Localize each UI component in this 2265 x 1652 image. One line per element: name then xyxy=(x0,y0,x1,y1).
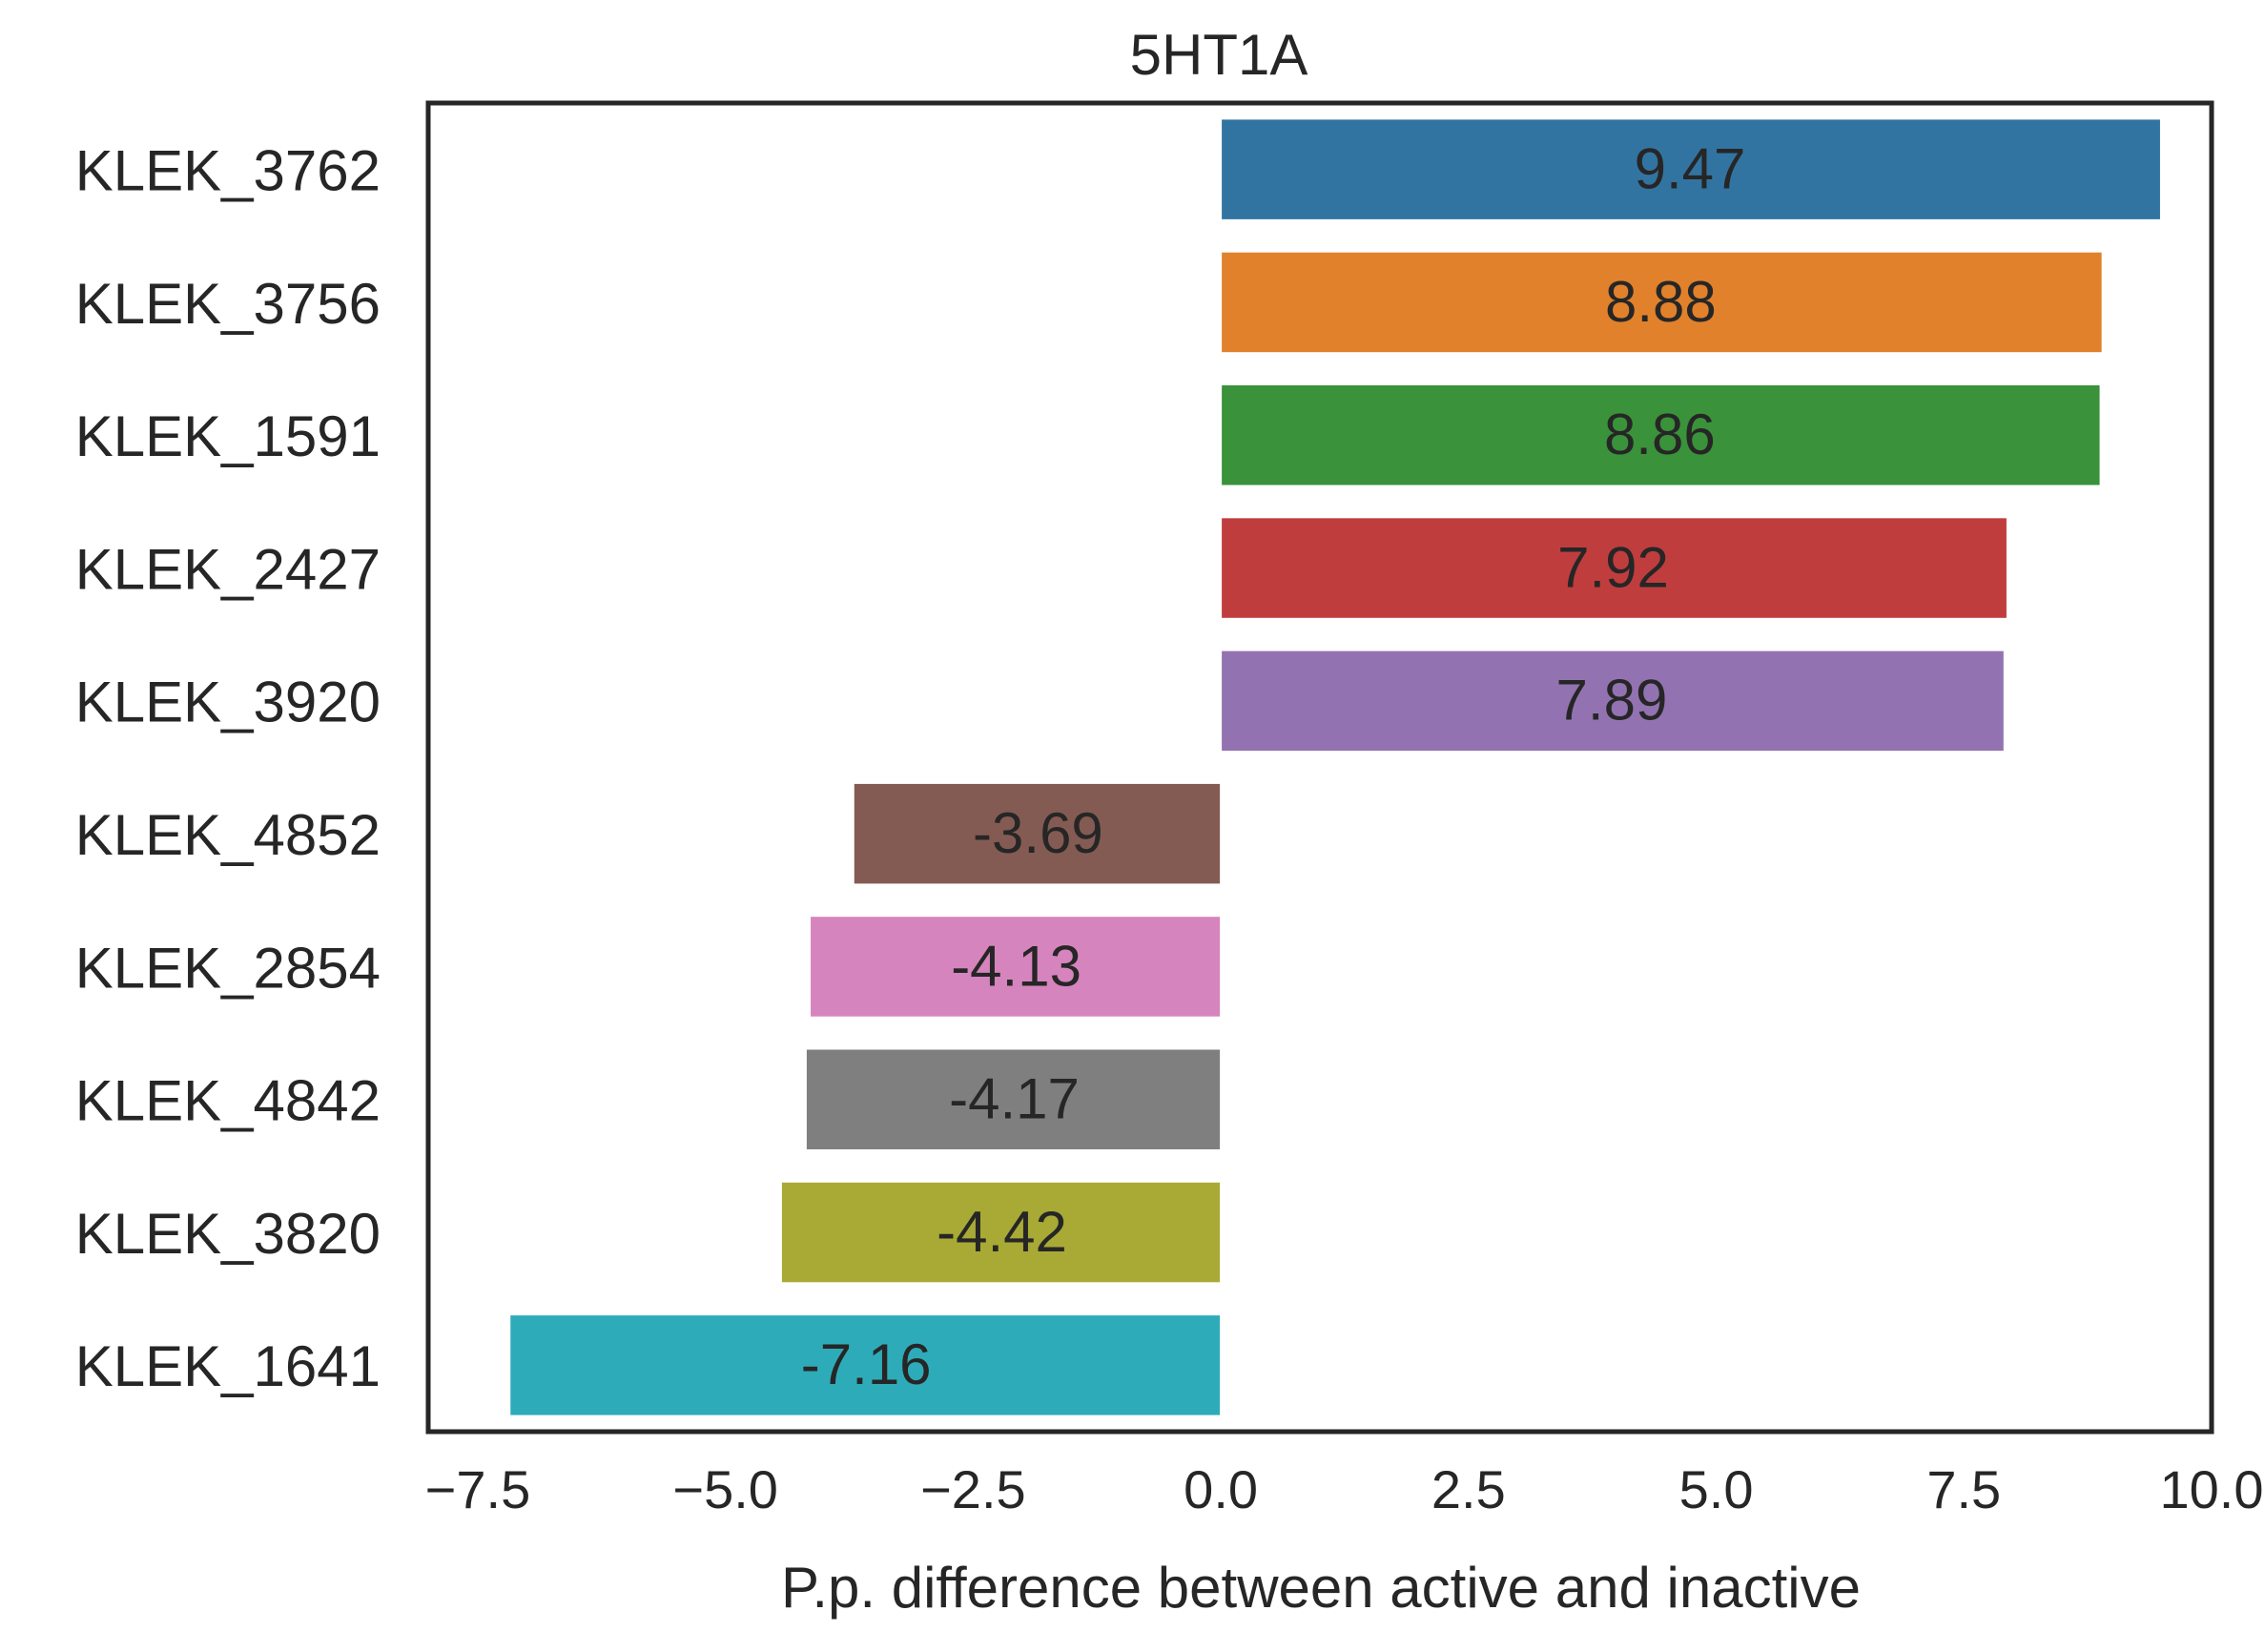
x-tick-label: 0.0 xyxy=(1184,1459,1258,1519)
bar-klek-4842 xyxy=(806,1049,1221,1149)
y-tick-label: KLEK_3756 xyxy=(75,272,381,336)
bar-value-label: 8.88 xyxy=(1605,270,1717,334)
bar-value-label: 7.92 xyxy=(1557,535,1669,599)
bar-value-label: -4.13 xyxy=(951,934,1081,998)
bar-klek-3756 xyxy=(1222,252,2102,353)
y-tick-labels: KLEK_3762 KLEK_3756 KLEK_1591 KLEK_2427 KLEK… xyxy=(75,138,381,1398)
x-tick-label: 2.5 xyxy=(1431,1459,1506,1519)
y-tick-label: KLEK_1641 xyxy=(75,1334,381,1398)
bar-labels-layer: 9.47 8.88 8.86 7.92 7.89 -3.69 -4.13 -4.17 -4.42… xyxy=(801,136,1746,1396)
bar-value-label: -3.69 xyxy=(973,801,1103,865)
bars-layer xyxy=(510,119,2160,1415)
bar-klek-3762 xyxy=(1222,119,2160,219)
plot-frame xyxy=(425,100,2214,1435)
x-tick-label: −2.5 xyxy=(920,1459,1026,1519)
bar-value-label: -7.16 xyxy=(801,1332,932,1396)
y-tick-label: KLEK_1591 xyxy=(75,404,381,468)
x-tick-label: 10.0 xyxy=(2160,1459,2264,1519)
bar-value-label: -4.42 xyxy=(937,1200,1067,1264)
bar-klek-2854 xyxy=(811,917,1221,1017)
bar-value-label: 8.86 xyxy=(1604,403,1716,466)
x-tick-label: −7.5 xyxy=(425,1459,531,1519)
x-axis-label: P.p. difference between active and inact… xyxy=(781,1556,1861,1620)
y-tick-label: KLEK_3762 xyxy=(75,138,381,202)
y-tick-label: KLEK_2854 xyxy=(75,936,381,1000)
y-tick-label: KLEK_4852 xyxy=(75,803,381,867)
bar-klek-2427 xyxy=(1222,518,2007,618)
bar-klek-4852 xyxy=(854,783,1221,884)
chart-title: 5HT1A xyxy=(1130,23,1308,87)
bar-value-label: 9.47 xyxy=(1635,136,1746,200)
x-ticks: −7.5 −5.0 −2.5 0.0 2.5 5.0 7.5 10.0 xyxy=(425,1459,2264,1519)
y-tick-label: KLEK_2427 xyxy=(75,537,381,601)
bar-klek-3820 xyxy=(781,1182,1221,1283)
x-tick-label: 5.0 xyxy=(1679,1459,1754,1519)
x-tick-label: −5.0 xyxy=(672,1459,778,1519)
bar-value-label: 7.89 xyxy=(1556,669,1668,733)
bar-value-label: -4.17 xyxy=(949,1067,1080,1131)
x-tick-label: 7.5 xyxy=(1926,1459,2001,1519)
bar-klek-1641 xyxy=(510,1315,1221,1415)
y-tick-label: KLEK_3820 xyxy=(75,1202,381,1266)
y-tick-label: KLEK_3920 xyxy=(75,671,381,734)
y-tick-label: KLEK_4842 xyxy=(75,1069,381,1133)
bar-klek-1591 xyxy=(1222,385,2100,485)
bar-klek-3920 xyxy=(1222,650,2004,752)
